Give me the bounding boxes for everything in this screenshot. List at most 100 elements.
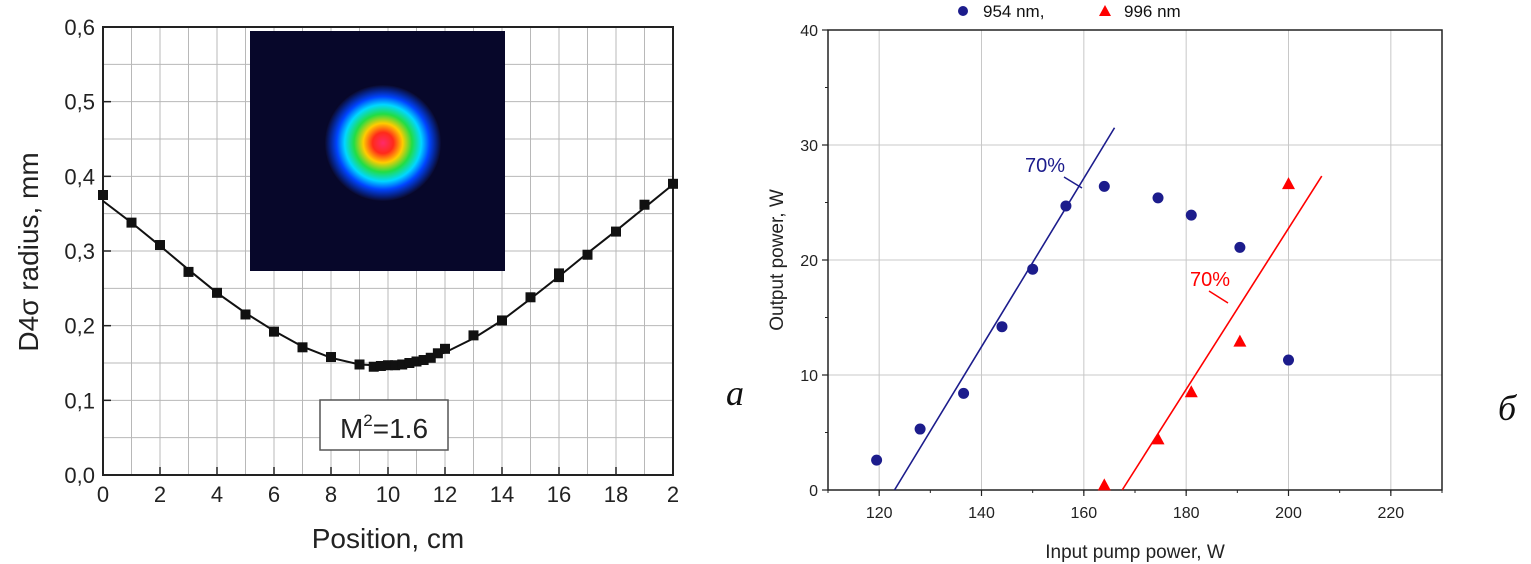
right-x-tick-label: 120 xyxy=(866,505,893,522)
right-x-tick-label: 200 xyxy=(1275,505,1302,522)
power-chart: 120 140 160 180 200 220 0 10 20 30 40 954 nm, 996 … xyxy=(767,2,1518,563)
left-data-point xyxy=(639,199,650,210)
left-y-tick-label: 0,4 xyxy=(64,164,95,189)
left-y-tick-label: 0,1 xyxy=(64,388,95,413)
left-data-point xyxy=(354,359,365,370)
left-x-tick-label: 12 xyxy=(433,482,457,507)
left-data-point xyxy=(425,352,436,363)
left-x-tick-label: 16 xyxy=(547,482,571,507)
m2-box xyxy=(319,399,449,451)
right-y-tick-label: 40 xyxy=(800,23,818,40)
m2-annotation: M2=1.6 xyxy=(340,411,428,444)
right-x-tick-label: 180 xyxy=(1173,505,1200,522)
left-data-point xyxy=(126,217,137,228)
right-x-axis-label: Input pump power, W xyxy=(1045,542,1225,563)
left-data-point xyxy=(183,266,194,277)
left-data-point xyxy=(418,355,429,366)
data-point-954 xyxy=(996,321,1008,333)
right-y-tick-label: 0 xyxy=(809,483,818,500)
right-y-tick-label: 30 xyxy=(800,138,818,155)
left-data-point xyxy=(432,348,443,359)
right-x-tick-label: 220 xyxy=(1377,505,1404,522)
legend-label-996: 996 nm xyxy=(1124,2,1181,21)
data-point-954 xyxy=(1060,200,1072,212)
left-data-point xyxy=(383,360,393,371)
left-data-point xyxy=(390,360,401,371)
left-x-tick-label: 14 xyxy=(490,482,514,507)
left-y-tick-label: 0,6 xyxy=(64,15,95,40)
left-y-tick-label: 0,5 xyxy=(64,90,95,115)
left-data-point xyxy=(297,342,308,353)
left-x-tick-label: 2 xyxy=(667,482,679,507)
legend-marker-954 xyxy=(958,6,968,16)
right-x-tick-label: 140 xyxy=(968,505,995,522)
left-data-point xyxy=(411,356,422,367)
left-data-point xyxy=(98,190,108,200)
data-point-954 xyxy=(914,423,926,435)
legend: 954 nm, 996 nm xyxy=(958,2,1181,21)
left-x-tick-label: 2 xyxy=(154,482,166,507)
left-y-tick-label: 0,3 xyxy=(64,239,95,264)
right-y-tick-label: 20 xyxy=(800,253,818,270)
left-data-point xyxy=(155,240,165,251)
slope-label-996: 70% xyxy=(1190,269,1230,291)
data-point-954 xyxy=(1283,354,1294,366)
right-x-tick-label: 160 xyxy=(1070,505,1097,522)
left-x-tick-label: 18 xyxy=(604,482,628,507)
left-x-tick-label: 8 xyxy=(325,482,337,507)
data-point-954 xyxy=(958,387,970,399)
right-ticks: 120 140 160 180 200 220 0 10 20 30 40 xyxy=(800,23,1443,522)
left-y-tick-label: 0,2 xyxy=(64,314,95,339)
left-data-point xyxy=(368,361,379,372)
left-data-point xyxy=(582,249,593,260)
slope-pointer-996 xyxy=(1208,290,1229,304)
left-x-tick-label: 4 xyxy=(211,482,223,507)
legend-marker-996 xyxy=(1099,5,1111,16)
left-data-point xyxy=(554,268,564,279)
left-data-point xyxy=(668,178,678,189)
data-point-954 xyxy=(1098,180,1110,192)
beam-spot-image xyxy=(325,85,441,201)
data-point-954 xyxy=(1234,241,1246,253)
panel-label-b: б xyxy=(1498,388,1518,428)
data-point-954 xyxy=(1027,263,1039,275)
left-data-point xyxy=(440,343,450,354)
legend-label-954: 954 nm, xyxy=(983,2,1044,21)
data-point-954 xyxy=(1185,209,1197,221)
left-data-point xyxy=(212,287,222,298)
left-data-point xyxy=(397,359,408,370)
left-x-tick-label: 6 xyxy=(268,482,280,507)
left-data-point xyxy=(240,309,251,320)
data-point-996 xyxy=(1097,478,1111,491)
left-x-axis-label: Position, cm xyxy=(312,523,465,554)
left-data-point xyxy=(497,315,507,326)
data-point-954 xyxy=(1152,192,1164,204)
left-data xyxy=(98,178,678,372)
panel-label-a: a xyxy=(726,373,744,413)
left-data-point xyxy=(375,360,386,371)
data-point-996 xyxy=(1282,177,1295,190)
right-grid xyxy=(828,29,1442,491)
left-data-point xyxy=(404,358,415,368)
left-data-point xyxy=(269,326,279,337)
right-y-axis-label: Output power, W xyxy=(767,189,788,331)
left-y-axis-label: D4σ radius, mm xyxy=(13,152,44,351)
data-point-996 xyxy=(1184,385,1198,398)
left-x-tick-label: 0 xyxy=(97,482,109,507)
left-ticks: 0 2 4 6 8 10 12 14 16 18 2 0,0 0,1 0,2 0,3 0,4 0,5 0,6 xyxy=(64,15,679,507)
right-data xyxy=(871,127,1323,491)
fit-line-954 xyxy=(893,127,1116,491)
beam-profile-chart: 0 2 4 6 8 10 12 14 16 18 2 0,0 0,1 0,2 0,3 0,4 0,5 0,6 M2… xyxy=(13,15,744,554)
data-point-996 xyxy=(1151,432,1165,445)
data-point-996 xyxy=(1233,334,1247,347)
left-data-point xyxy=(326,352,336,363)
left-data-point xyxy=(611,226,621,237)
left-data-point xyxy=(525,292,536,303)
data-point-954 xyxy=(871,454,883,466)
left-x-tick-label: 10 xyxy=(376,482,400,507)
left-data-point xyxy=(468,330,479,341)
slope-label-954: 70% xyxy=(1025,155,1065,177)
slope-pointer-954 xyxy=(1063,176,1083,189)
